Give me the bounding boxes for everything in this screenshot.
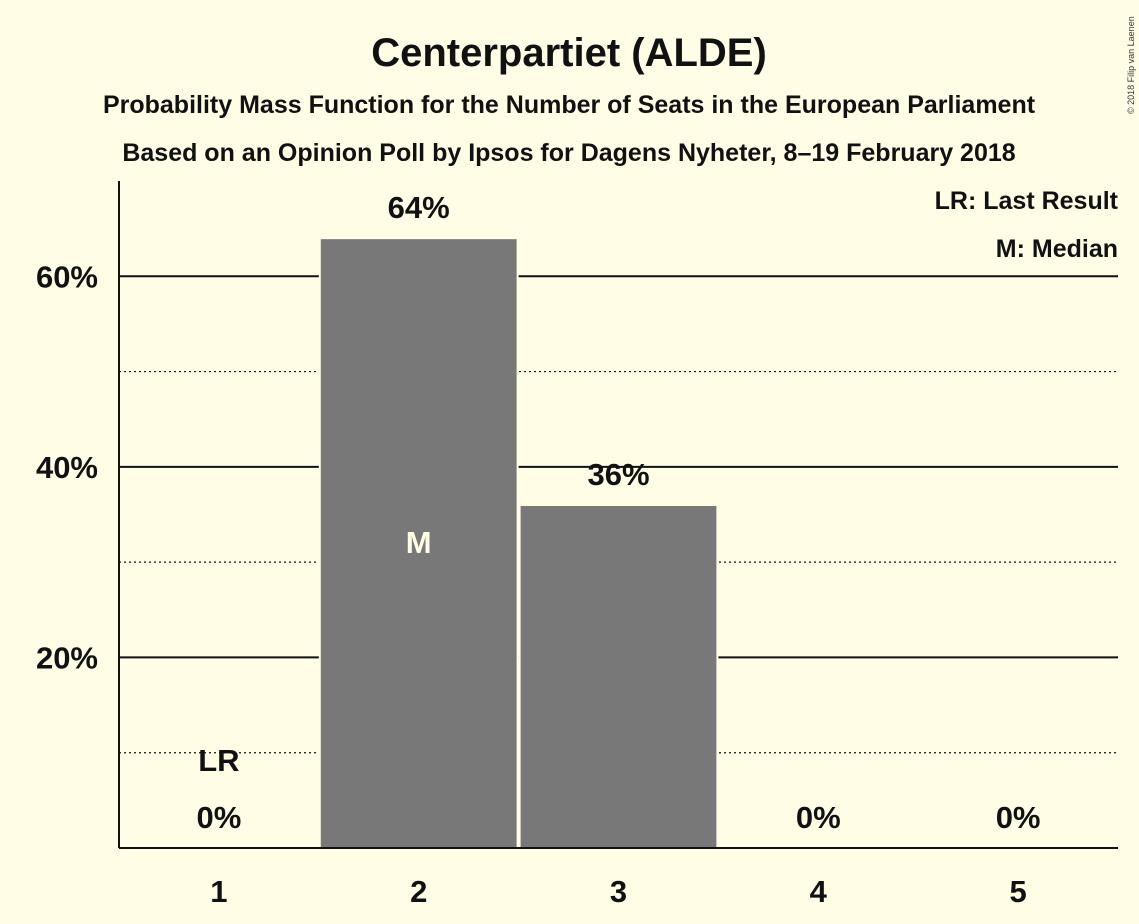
- last-result-marker: LR: [198, 743, 239, 778]
- x-tick-label-2: 2: [410, 874, 427, 909]
- value-label-2: 64%: [388, 190, 450, 225]
- bar-3: [518, 503, 719, 849]
- bar-layer: [318, 237, 719, 849]
- median-marker: M: [406, 525, 432, 560]
- x-tick-label-4: 4: [810, 874, 828, 909]
- legend-median: M: Median: [996, 235, 1118, 263]
- value-label-4: 0%: [796, 800, 841, 835]
- value-label-3: 36%: [587, 457, 649, 492]
- copyright-notice: © 2018 Filip van Laenen: [1126, 16, 1136, 114]
- chart-subtitle-line-2: Based on an Opinion Poll by Ipsos for Da…: [122, 139, 1015, 167]
- y-tick-label-2: 40%: [36, 450, 98, 485]
- legend-last-result: LR: Last Result: [935, 187, 1119, 215]
- chart-title: Centerpartiet (ALDE): [371, 31, 767, 75]
- x-tick-label-1: 1: [210, 874, 227, 909]
- x-tick-label-5: 5: [1009, 874, 1026, 909]
- chart-subtitle-line-1: Probability Mass Function for the Number…: [103, 91, 1036, 119]
- value-label-5: 0%: [996, 800, 1041, 835]
- value-label-1: 0%: [196, 800, 241, 835]
- axis-layer: [118, 181, 1118, 849]
- y-tick-label-3: 60%: [36, 259, 98, 294]
- x-tick-label-3: 3: [610, 874, 627, 909]
- bar-2: [318, 237, 519, 849]
- y-tick-label-1: 20%: [36, 640, 98, 675]
- grid-layer: [119, 275, 1118, 754]
